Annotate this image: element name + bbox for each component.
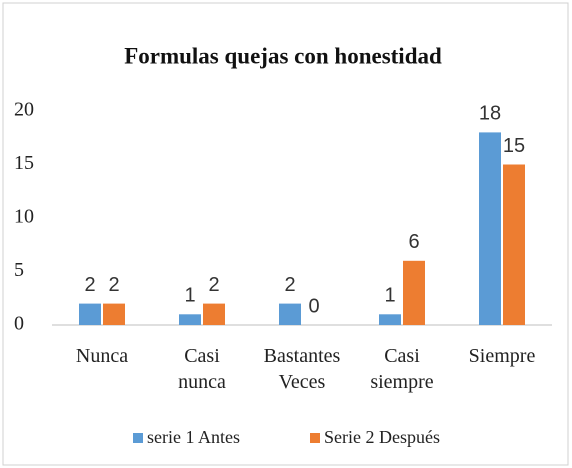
- y-tick-label: 15: [14, 152, 34, 174]
- x-tick-label: Siempre: [468, 345, 536, 367]
- y-tick-label: 5: [14, 259, 24, 281]
- legend-label: Serie 2 Después: [324, 427, 440, 447]
- chart-title: Formulas quejas con honestidad: [124, 43, 442, 68]
- y-tick-label: 20: [14, 99, 34, 121]
- data-label: 1: [384, 285, 395, 307]
- y-tick-label: 10: [14, 206, 34, 228]
- data-label: 6: [408, 231, 419, 253]
- bar: [503, 164, 525, 325]
- legend-swatch: [310, 433, 320, 443]
- bar: [403, 260, 425, 325]
- x-tick-label: Bastantes Veces: [263, 345, 341, 393]
- data-label: 1: [184, 285, 195, 307]
- data-label: 18: [479, 103, 501, 125]
- data-label: 0: [308, 295, 319, 317]
- legend-label: serie 1 Antes: [147, 427, 240, 447]
- data-label: 2: [208, 274, 219, 296]
- bar: [203, 303, 225, 325]
- bar: [379, 314, 401, 325]
- y-tick-label: 0: [14, 313, 24, 335]
- data-label: 2: [284, 274, 295, 296]
- bar: [179, 314, 201, 325]
- x-tick-label: Casi nunca: [178, 345, 226, 393]
- bar: [79, 303, 101, 325]
- data-label: 2: [108, 274, 119, 296]
- data-label: 2: [84, 274, 95, 296]
- bar: [103, 303, 125, 325]
- bar: [479, 132, 501, 325]
- data-label: 15: [503, 135, 525, 157]
- x-tick-label: Nunca: [75, 345, 129, 367]
- bar: [279, 303, 301, 325]
- x-tick-label: Casi siempre: [370, 345, 434, 393]
- legend-swatch: [133, 433, 143, 443]
